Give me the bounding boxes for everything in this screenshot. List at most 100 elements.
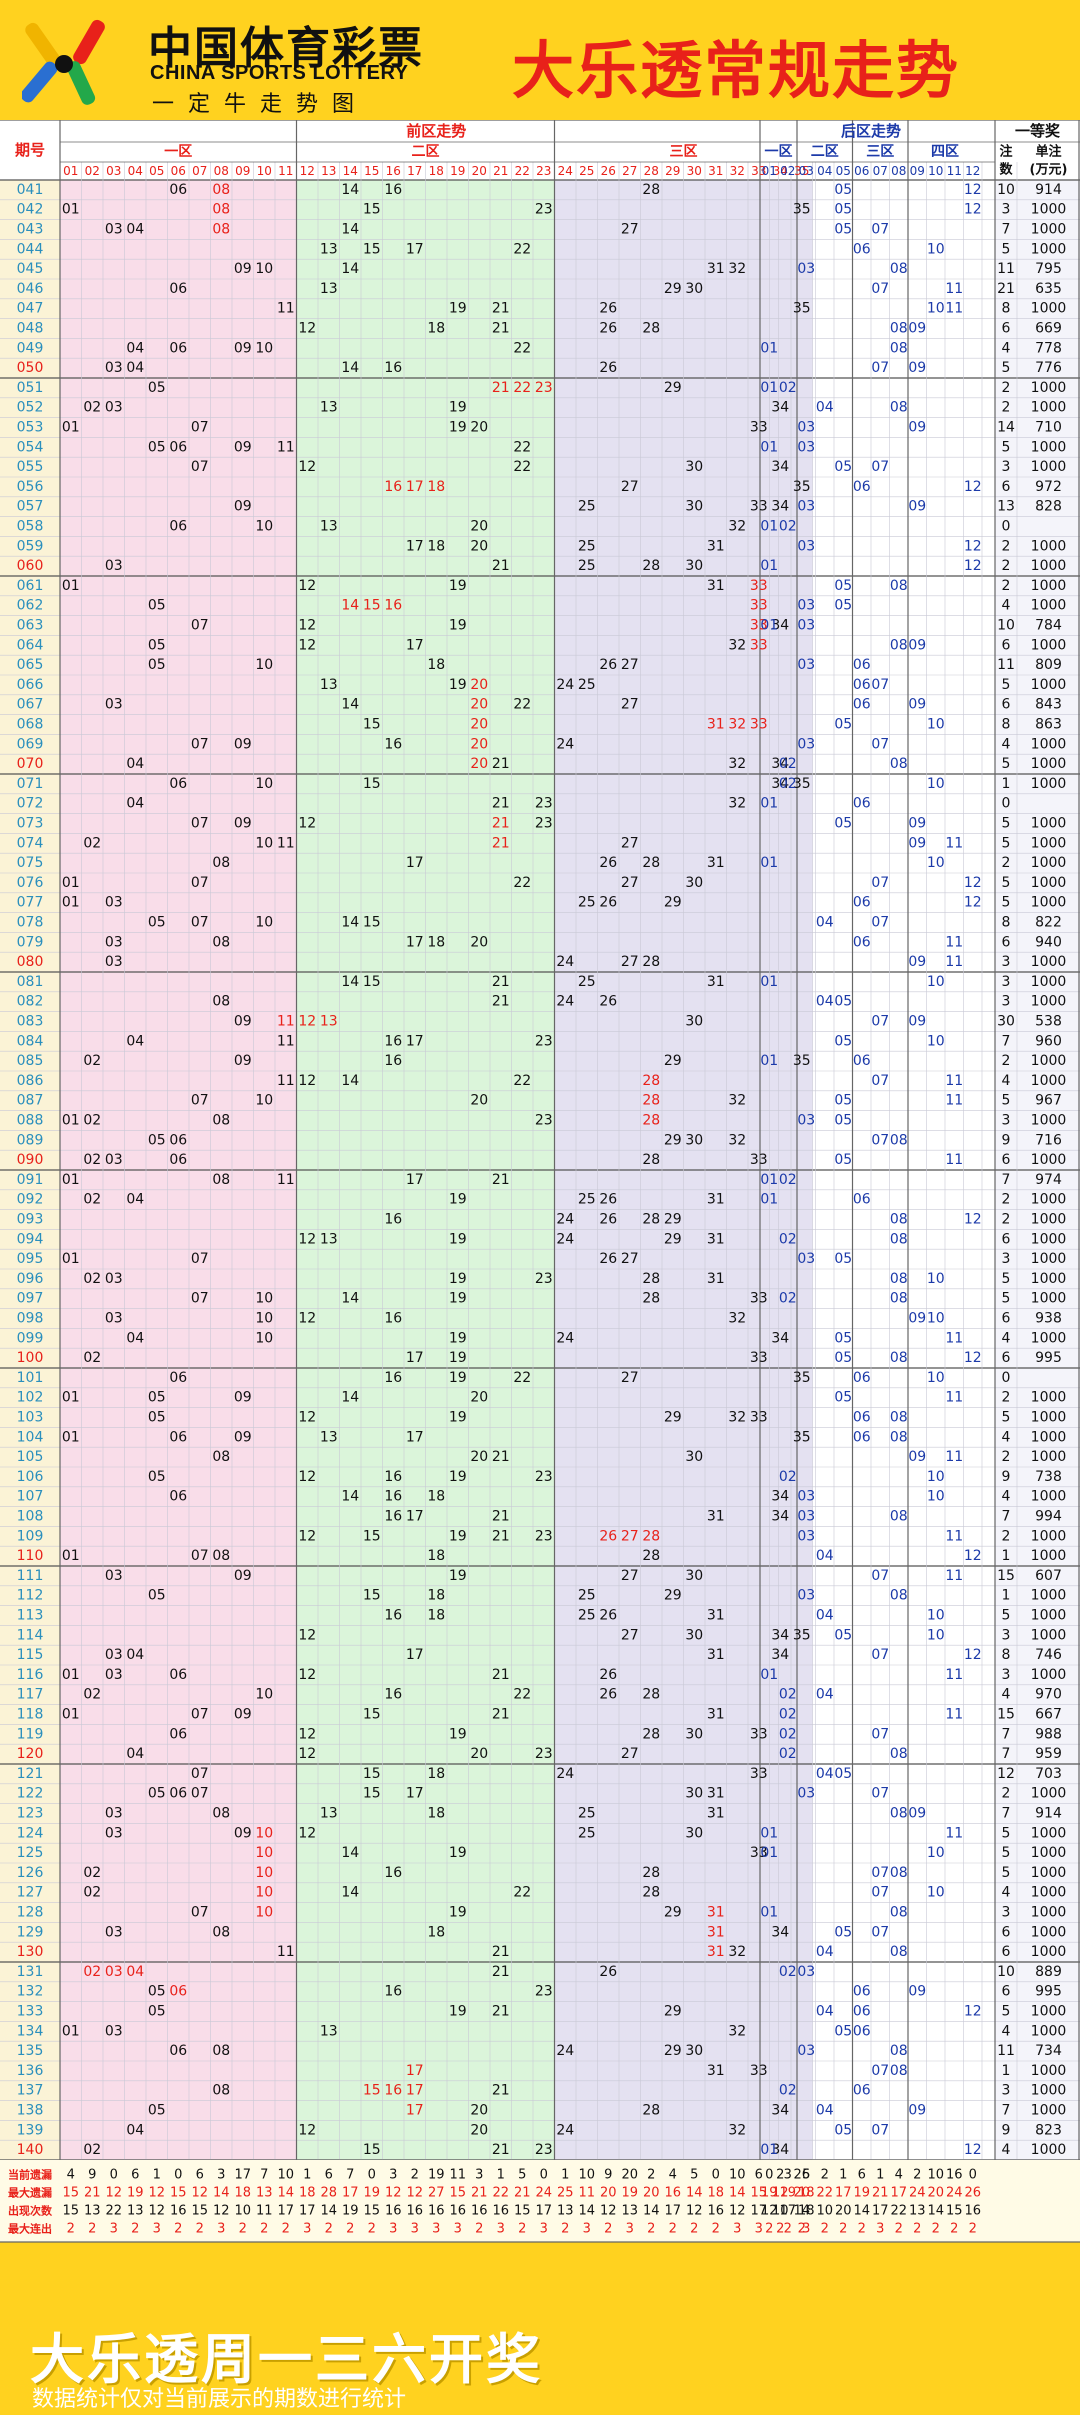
front-number-header: 01	[63, 164, 78, 178]
stats-back-value: 20	[927, 2186, 944, 2201]
draw-row: 121 07 15 18 24 33 04 05 12 703	[17, 1766, 1062, 1782]
front-number-mark: 11	[277, 301, 295, 317]
prize-amount: 1000	[1031, 1192, 1067, 1208]
stats-row: 当前遗漏 4 9 0 6 1 0 6 3 17 7 10 1 6 7 0 3 2 19 11 3 1 5 0 1 10 9 20 2 4 5…	[8, 2168, 977, 2183]
front-number-mark: 29	[664, 1588, 682, 1604]
back-number-mark: 10	[927, 855, 945, 871]
front-number-mark: 12	[298, 1231, 316, 1247]
front-number-mark: 05	[148, 1132, 166, 1148]
front-number-mark: 13	[320, 1014, 338, 1030]
prize-count: 11	[997, 657, 1015, 673]
issue-number: 082	[17, 994, 44, 1010]
stats-front-value: 6	[196, 2168, 204, 2183]
stats-front-value: 11	[449, 2168, 466, 2183]
back-number-mark: 07	[871, 736, 889, 752]
front-number-mark: 01	[62, 875, 80, 891]
front-number-mark: 19	[449, 420, 467, 436]
front-number-mark: 22	[513, 1885, 531, 1901]
front-number-mark: 23	[535, 380, 553, 396]
back-number-mark: 05	[834, 598, 852, 614]
front-number-mark: 12	[298, 1469, 316, 1485]
back-number-mark: 05	[834, 1330, 852, 1346]
front-number-mark: 18	[427, 1924, 445, 1940]
front-number-mark: 32	[728, 756, 746, 772]
front-number-mark: 16	[384, 598, 402, 614]
prize-count: 8	[1002, 301, 1011, 317]
back-number-mark: 09	[908, 816, 926, 832]
front-number-mark: 32	[728, 1093, 746, 1109]
back-number-mark: 06	[853, 677, 871, 693]
front-number-mark: 20	[470, 736, 488, 752]
draw-row: 099 04 10 19 24 34 05 11 4 1000	[17, 1330, 1067, 1346]
front-number-mark: 03	[105, 895, 123, 911]
front-number-mark: 34	[771, 1647, 789, 1663]
stats-front-value: 4	[669, 2168, 677, 2183]
draw-row: 093 16 24 26 28 29 08 12 2 1000	[17, 1212, 1067, 1228]
prize-count: 5	[1002, 1845, 1011, 1861]
draw-row: 130 11 21 31 32 04 08 6 1000	[17, 1944, 1067, 1960]
front-number-mark: 27	[621, 697, 639, 713]
front-number-mark: 34	[771, 459, 789, 475]
stats-back-value: 17	[835, 2186, 852, 2201]
front-number-mark: 31	[707, 1647, 725, 1663]
draw-row: 075 08 17 26 28 31 01 10 2 1000	[17, 855, 1067, 871]
draw-row: 137 08 15 16 17 21 02 06 3 1000	[17, 2083, 1067, 2099]
prize-count: 3	[1002, 954, 1011, 970]
stats-front-value: 2	[411, 2168, 419, 2183]
front-number-mark: 33	[750, 1152, 768, 1168]
stats-front-value: 17	[535, 2204, 552, 2219]
front-number-mark: 16	[384, 1212, 402, 1228]
stats-front-value: 3	[432, 2222, 440, 2237]
front-number-mark: 19	[449, 2004, 467, 2020]
back-number-mark: 03	[797, 1528, 815, 1544]
stats-back-value: 26	[964, 2186, 981, 2201]
front-number-mark: 16	[384, 1489, 402, 1505]
issue-number: 058	[17, 519, 44, 535]
stats-front-value: 17	[234, 2168, 251, 2183]
stats-front-value: 9	[88, 2168, 96, 2183]
draw-row: 111 03 09 19 27 30 07 11 15 607	[17, 1568, 1062, 1584]
issue-number: 059	[17, 538, 44, 554]
issue-number: 098	[17, 1311, 44, 1327]
back-number-mark: 03	[797, 1786, 815, 1802]
stats-front-value: 13	[621, 2204, 638, 2219]
prize-count: 2	[1002, 1390, 1011, 1406]
prize-count: 4	[1002, 1073, 1011, 1089]
front-number-mark: 12	[298, 459, 316, 475]
draw-row: 048 12 18 21 26 28 08 09 6 669	[17, 321, 1062, 337]
back-number-mark: 10	[927, 1469, 945, 1485]
front-number-mark: 22	[513, 340, 531, 356]
front-number-mark: 29	[664, 380, 682, 396]
front-number-mark: 32	[728, 1311, 746, 1327]
front-number-mark: 05	[148, 439, 166, 455]
back-number-mark: 06	[853, 934, 871, 950]
stats-front-value: 0	[110, 2168, 118, 2183]
issue-number: 092	[17, 1192, 44, 1208]
front-number-mark: 07	[191, 459, 209, 475]
front-number-mark: 07	[191, 420, 209, 436]
front-number-mark: 32	[728, 519, 746, 535]
prize-amount: 1000	[1031, 459, 1067, 475]
draw-row: 059 17 18 20 25 31 03 12 2 1000	[17, 538, 1067, 554]
front-number-mark: 34	[771, 756, 789, 772]
front-number-mark: 07	[191, 1905, 209, 1921]
draw-row: 127 02 10 14 22 28 07 10 4 1000	[17, 1885, 1067, 1901]
draw-row: 115 03 04 17 31 34 07 12 8 746	[17, 1647, 1062, 1663]
prize-count: 6	[1002, 321, 1011, 337]
back-number-mark: 08	[890, 1132, 908, 1148]
prize-count: 5	[1002, 816, 1011, 832]
prize-amount: 795	[1035, 261, 1062, 277]
trend-chart: 期号 前区走势 后区走势 一等奖 一区 二区 三区 一区 二区 三区 四区注数单注 (万元) 01 02 0…	[0, 119, 1080, 2315]
back-number-mark: 10	[927, 1033, 945, 1049]
front-number-mark: 23	[535, 2142, 553, 2158]
stats-front-value: 28	[320, 2186, 337, 2201]
back-number-mark: 11	[945, 1152, 963, 1168]
front-number-mark: 17	[406, 2063, 424, 2079]
front-number-mark: 33	[750, 578, 768, 594]
back-number-mark: 07	[871, 1885, 889, 1901]
stats-front-value: 15	[363, 2204, 380, 2219]
issue-number: 072	[17, 796, 44, 812]
front-number-mark: 24	[556, 2122, 574, 2138]
prize-amount: 1000	[1031, 2083, 1067, 2099]
front-number-mark: 21	[492, 1172, 510, 1188]
